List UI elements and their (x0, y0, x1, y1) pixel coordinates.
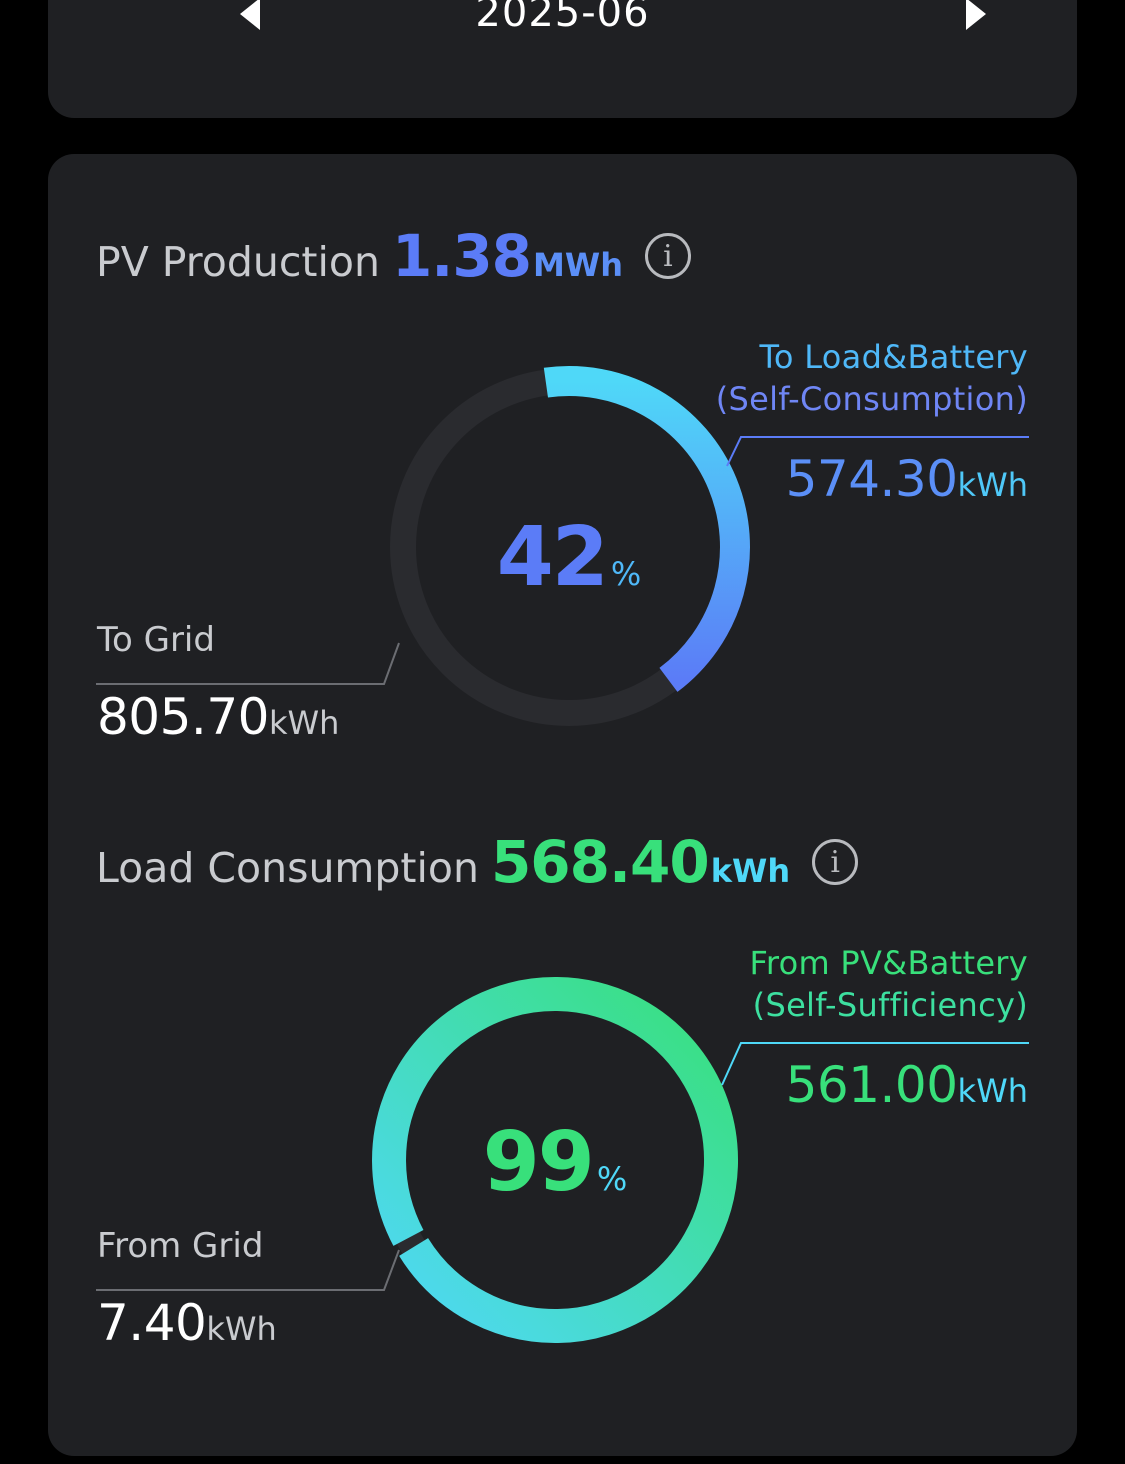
load-ring-arc (372, 977, 738, 1344)
to-grid-title: To Grid (97, 620, 215, 660)
from-grid-unit: kWh (206, 1310, 277, 1348)
to-load-title: To Load&Battery (759, 338, 1028, 376)
to-load-leader-line (726, 436, 1029, 467)
pv-production-value: 1.38 (391, 222, 532, 290)
to-grid-leader-line (96, 642, 400, 685)
load-consumption-heading: Load Consumption 568.40 kWh i (96, 828, 859, 896)
load-percent-value: 99 (482, 1115, 595, 1210)
to-load-callout: To Load&Battery (Self-Consumption) 574.3… (716, 336, 1028, 508)
load-percent-display: 99% (455, 1115, 655, 1210)
pv-production-unit: MWh (533, 246, 623, 284)
date-navigation-card: 2025-06 (48, 0, 1077, 118)
current-month-label: 2025-06 (475, 0, 650, 36)
pv-percent-sign: % (610, 555, 642, 593)
from-pv-subtitle: (Self-Sufficiency) (752, 986, 1028, 1024)
to-grid-callout: To Grid 805.70kWh (97, 620, 339, 746)
to-load-unit: kWh (957, 466, 1028, 504)
pv-percent-value: 42 (496, 510, 609, 605)
pv-ring-arc (543, 366, 750, 692)
to-load-value: 574.30 (785, 450, 958, 508)
to-grid-value: 805.70 (97, 688, 269, 746)
load-consumption-unit: kWh (710, 852, 791, 890)
pv-info-icon[interactable]: i (644, 233, 691, 279)
load-info-icon[interactable]: i (812, 839, 859, 885)
from-pv-title: From PV&Battery (749, 944, 1028, 982)
from-grid-leader-line (96, 1249, 400, 1291)
prev-month-button[interactable] (240, 0, 260, 30)
from-pv-callout: From PV&Battery (Self-Sufficiency) 561.0… (749, 942, 1028, 1114)
from-grid-title: From Grid (97, 1226, 264, 1266)
load-consumption-value: 568.40 (490, 828, 710, 896)
to-load-subtitle: (Self-Consumption) (715, 380, 1028, 418)
from-pv-value: 561.00 (785, 1056, 958, 1114)
from-pv-leader-line (721, 1042, 1029, 1086)
from-grid-callout: From Grid 7.40kWh (97, 1226, 277, 1352)
to-grid-unit: kWh (268, 704, 340, 742)
from-pv-unit: kWh (957, 1072, 1028, 1110)
load-consumption-label: Load Consumption (96, 844, 479, 892)
pv-production-heading: PV Production 1.38 MWh i (96, 222, 691, 290)
next-month-button[interactable] (966, 0, 986, 30)
pv-percent-display: 42% (469, 510, 669, 605)
from-grid-value: 7.40 (97, 1294, 207, 1352)
pv-production-label: PV Production (96, 238, 380, 286)
load-percent-sign: % (596, 1160, 628, 1198)
